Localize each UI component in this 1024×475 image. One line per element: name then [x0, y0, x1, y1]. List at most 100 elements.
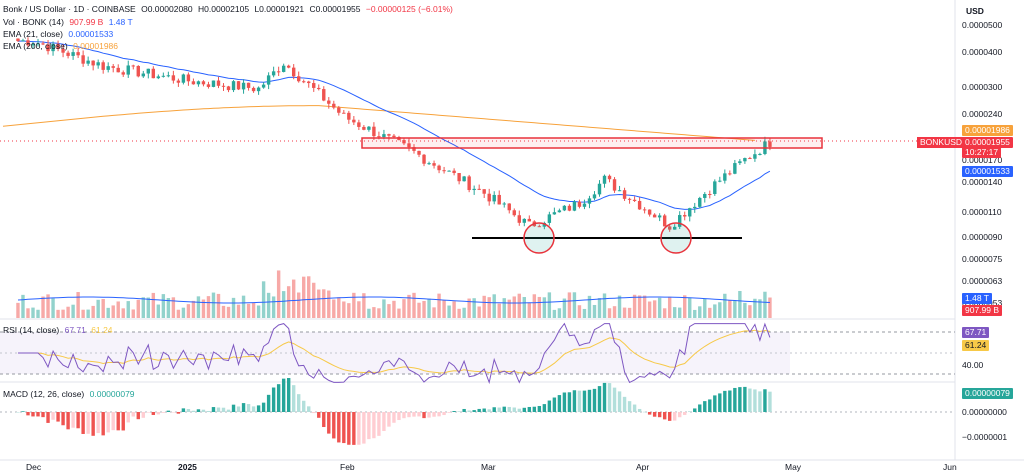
ema200-line — [2, 105, 755, 141]
candle-body — [662, 215, 667, 227]
macd-bar — [602, 382, 607, 412]
candle-body — [166, 75, 171, 77]
candle-body — [327, 100, 331, 104]
ema21-line — [17, 40, 771, 210]
macd-bar — [146, 412, 151, 413]
candle-body — [51, 43, 55, 52]
candle-body — [467, 176, 471, 191]
volume-bar — [26, 308, 30, 318]
macd-bar — [768, 391, 772, 412]
macd-bar — [251, 406, 256, 412]
volume-bar — [657, 297, 662, 318]
rsi-tag: 67.71 — [962, 327, 990, 338]
candle-body — [457, 173, 461, 182]
volume-bar — [337, 297, 341, 318]
candle-body — [743, 158, 747, 162]
rsi-ma-tag: 61.24 — [962, 340, 990, 351]
macd-bar — [181, 408, 186, 412]
volume-bar — [291, 279, 296, 318]
candle-body — [487, 193, 491, 202]
candle-body — [442, 170, 446, 172]
candle-body — [382, 134, 386, 138]
candle-body — [191, 81, 196, 85]
volume-bar — [467, 298, 471, 318]
candle-body — [582, 203, 587, 207]
macd-value: 0.00000079 — [89, 389, 135, 399]
candle-body — [21, 40, 25, 42]
macd-bar — [216, 407, 221, 412]
bottom-circle-1[interactable] — [523, 222, 555, 254]
volume-bar — [718, 302, 722, 318]
candle-body — [136, 66, 140, 77]
ema200-path — [2, 105, 755, 141]
macd-bar — [402, 412, 406, 419]
candle-body — [422, 154, 426, 164]
candle-body — [372, 126, 376, 137]
macd-bar — [738, 387, 742, 412]
volume-bar — [347, 303, 351, 318]
macd-bar — [502, 406, 506, 412]
volume-bar — [51, 298, 55, 318]
volume-bar — [131, 309, 135, 318]
volume-bar — [271, 296, 276, 318]
currency-label: USD — [966, 6, 984, 16]
macd-bar — [317, 412, 321, 418]
macd-bar — [106, 412, 110, 433]
macd-bar — [422, 412, 426, 419]
macd-bar — [66, 412, 70, 430]
candle-body — [141, 73, 145, 77]
candle-body — [156, 76, 161, 79]
candle-body — [256, 87, 261, 92]
candle-body — [106, 66, 110, 70]
time-tick: Jun — [943, 462, 957, 472]
macd-bar — [758, 391, 762, 412]
macd-bar — [362, 412, 366, 444]
macd-bar — [337, 412, 341, 443]
symbol-title: Bonk / US Dollar · 1D · COINBASE — [3, 4, 136, 14]
candle-body — [733, 163, 737, 174]
bottom-circle-2[interactable] — [660, 222, 692, 254]
macd-bar — [748, 388, 752, 412]
macd-bar — [662, 412, 667, 420]
candle-body — [246, 82, 251, 88]
time-tick: Dec — [26, 462, 42, 472]
ohlc-close: C0.00001955 — [309, 4, 361, 14]
macd-bar — [562, 392, 567, 412]
macd-bar — [46, 412, 50, 423]
volume-bar — [632, 294, 637, 318]
candle-body — [577, 201, 582, 207]
candle-body — [276, 71, 281, 73]
macd-bar — [482, 408, 486, 412]
time-tick: Mar — [481, 462, 496, 472]
macd-bar — [427, 412, 431, 418]
ema21-path — [17, 40, 771, 210]
time-tick: 2025 — [178, 462, 197, 472]
candle-body — [131, 65, 135, 67]
volume-bars — [16, 270, 772, 318]
candle-body — [377, 136, 381, 138]
rsi-path — [18, 322, 771, 385]
macd-bar — [632, 404, 637, 412]
candle-body — [602, 175, 607, 184]
vol-value-2: 1.48 T — [108, 17, 133, 27]
volume-bar — [642, 295, 647, 318]
candle-body — [507, 203, 511, 211]
volume-bar — [552, 309, 557, 318]
volume-bar — [281, 291, 286, 318]
macd-bar — [412, 412, 416, 417]
candle-body — [432, 163, 436, 166]
candle-body — [647, 209, 652, 215]
candle-body — [622, 190, 627, 199]
macd-bar — [211, 407, 216, 412]
resistance-zone[interactable] — [361, 137, 823, 149]
macd-bar — [718, 393, 722, 412]
volume-bar — [492, 294, 496, 318]
volume-bar — [452, 301, 456, 318]
candle-body — [678, 215, 682, 227]
macd-bar — [517, 408, 521, 412]
volume-bar — [317, 289, 321, 318]
volume-bar — [352, 292, 356, 318]
volume-bar — [652, 300, 657, 318]
candle-body — [462, 176, 466, 182]
